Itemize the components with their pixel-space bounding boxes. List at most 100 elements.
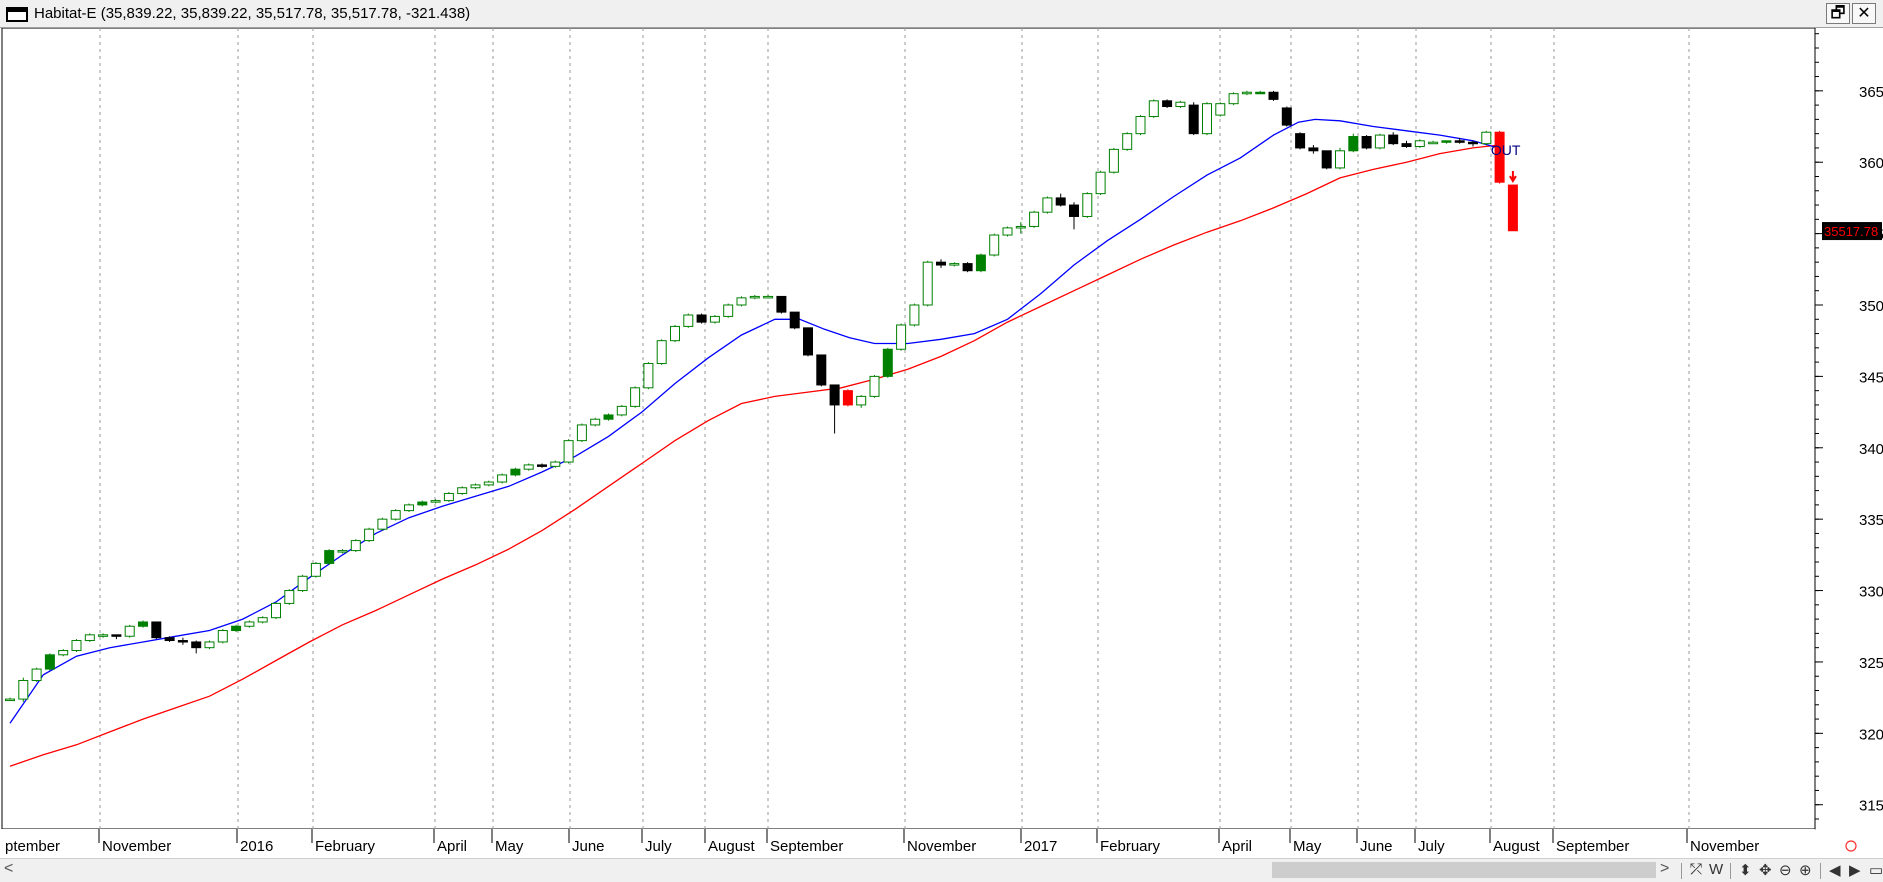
candle-body [696, 314, 707, 323]
candle-body [1069, 204, 1079, 217]
x-tick-label: August [1493, 838, 1541, 855]
candle-body [776, 295, 787, 313]
candle-body [882, 348, 893, 377]
candle-body [1241, 91, 1252, 95]
candle-body [656, 340, 667, 365]
candle-body [271, 602, 281, 619]
candle-body [84, 634, 95, 642]
toolbar-divider [1820, 863, 1821, 879]
candle-body [1494, 131, 1505, 183]
candle-body [164, 637, 175, 642]
y-tick-label: 33500 [1859, 512, 1883, 529]
y-tick-label: 34000 [1859, 441, 1883, 458]
y-tick-label: 33000 [1859, 584, 1883, 601]
horizontal-scrollbar[interactable]: < > ⤱ W ⬍ ✥ ⊖ ⊕ ◀ ▶ ▭ [0, 858, 1883, 882]
y-tick-label: 35000 [1859, 298, 1883, 315]
candle-body [138, 621, 148, 627]
candle-body [869, 375, 880, 397]
candle-body [789, 311, 800, 329]
step-back-icon[interactable]: ◀ [1829, 862, 1841, 879]
x-tick-label: May [495, 838, 524, 855]
scroll-thumb[interactable] [1272, 862, 1656, 878]
x-tick-label: June [572, 838, 605, 855]
candle-body [842, 390, 853, 406]
candle-body [350, 540, 361, 552]
candle-body [364, 528, 375, 542]
y-tick-label: 32000 [1859, 726, 1883, 743]
x-tick-label: July [645, 838, 672, 855]
candle-body [457, 487, 468, 494]
candle-body [483, 481, 494, 486]
candle-body [936, 261, 946, 266]
candle-body [1295, 133, 1306, 149]
x-tick-label: 2016 [240, 838, 273, 855]
candle-body [297, 575, 308, 592]
candle-body [962, 263, 973, 272]
candle-body [736, 297, 747, 306]
fast-moving-average-line [9, 118, 1499, 724]
candle-body [1255, 91, 1266, 95]
candle-body [1029, 211, 1040, 227]
close-button[interactable]: ✕ [1852, 3, 1876, 24]
plot-frame [1, 27, 1816, 830]
candle-body [909, 304, 920, 326]
candle-body [1162, 100, 1173, 108]
chart-area[interactable]: ptember November 2016 February April May June J… [0, 27, 1883, 858]
x-axis-band [0, 829, 1815, 858]
x-tick-label: June [1360, 838, 1393, 855]
x-tick-label: July [1418, 838, 1445, 855]
candle-body [177, 640, 188, 643]
candle-body [377, 518, 388, 530]
candle-body [510, 468, 521, 476]
candle-body [390, 510, 401, 520]
candle-body [590, 418, 601, 426]
candle-body [1268, 91, 1279, 100]
y-tick-label: 36000 [1859, 155, 1883, 172]
candle-body [257, 617, 268, 623]
step-forward-icon[interactable]: ▶ [1849, 862, 1861, 879]
candle-body [1414, 140, 1425, 148]
candle-body [616, 405, 627, 416]
price-chart[interactable]: ptember November 2016 February April May June J… [0, 27, 1883, 858]
zoom-in-icon[interactable]: ⊕ [1799, 862, 1812, 879]
candle-body [71, 640, 82, 652]
candle-body [1428, 141, 1439, 145]
candle-body [1002, 227, 1013, 236]
candle-body [497, 474, 508, 483]
week-interval-icon[interactable]: W [1709, 861, 1724, 878]
candle-body [1388, 134, 1399, 145]
zoom-out-icon[interactable]: ⊖ [1779, 862, 1792, 879]
auto-scale-icon[interactable]: ⤱ [1690, 861, 1703, 878]
candle-body [550, 461, 561, 467]
x-tick-label: ptember [5, 838, 60, 855]
scroll-left-icon[interactable]: < [4, 860, 14, 877]
panel-icon[interactable]: ▭ [1869, 862, 1883, 879]
candle-body [1321, 150, 1332, 169]
stop-icon [1845, 840, 1857, 852]
candle-body [1108, 148, 1119, 173]
x-tick-label: November [1690, 838, 1759, 855]
vertical-move-icon[interactable]: ⬍ [1739, 862, 1752, 879]
x-tick-label: November [907, 838, 976, 855]
x-tick-label: April [1222, 838, 1252, 855]
candle-body [1348, 136, 1359, 152]
pan-icon[interactable]: ✥ [1759, 862, 1772, 879]
restore-button[interactable]: 🗗 [1826, 3, 1850, 24]
candle-body [244, 621, 255, 627]
candle-body [563, 440, 574, 463]
candle-body [1042, 197, 1053, 213]
candle-body [337, 550, 348, 553]
candle-body [683, 314, 694, 327]
candle-body [1468, 141, 1478, 145]
candle-body [1015, 225, 1026, 229]
candle-body [630, 387, 641, 407]
candle-body [1441, 140, 1452, 143]
candle-body [417, 501, 428, 506]
candle-body [829, 384, 840, 406]
scroll-right-icon[interactable]: > [1660, 860, 1670, 877]
window-titlebar: Habitat-E (35,839.22, 35,839.22, 35,517.… [0, 0, 1883, 28]
y-tick-label: 32500 [1859, 655, 1883, 672]
candle-body [31, 668, 42, 682]
candle-body [151, 621, 162, 639]
candle-body [603, 414, 614, 420]
